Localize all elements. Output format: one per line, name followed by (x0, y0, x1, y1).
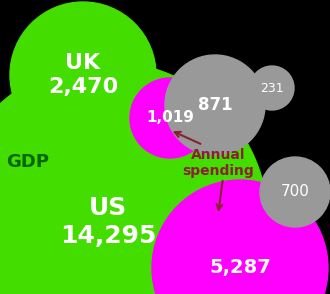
Circle shape (130, 78, 210, 158)
Circle shape (165, 55, 265, 155)
Text: GDP: GDP (7, 153, 50, 171)
Circle shape (260, 157, 330, 227)
Text: 700: 700 (280, 185, 310, 200)
Circle shape (152, 180, 328, 294)
Circle shape (250, 66, 294, 110)
Text: 871: 871 (198, 96, 232, 114)
Text: UK
2,470: UK 2,470 (48, 54, 118, 97)
Circle shape (10, 2, 156, 148)
Text: 5,287: 5,287 (209, 258, 271, 278)
Text: Annual
spending: Annual spending (182, 148, 254, 178)
Text: 1,019: 1,019 (146, 111, 194, 126)
Text: US
14,295: US 14,295 (60, 196, 156, 248)
Text: 231: 231 (260, 81, 284, 94)
Circle shape (0, 62, 268, 294)
